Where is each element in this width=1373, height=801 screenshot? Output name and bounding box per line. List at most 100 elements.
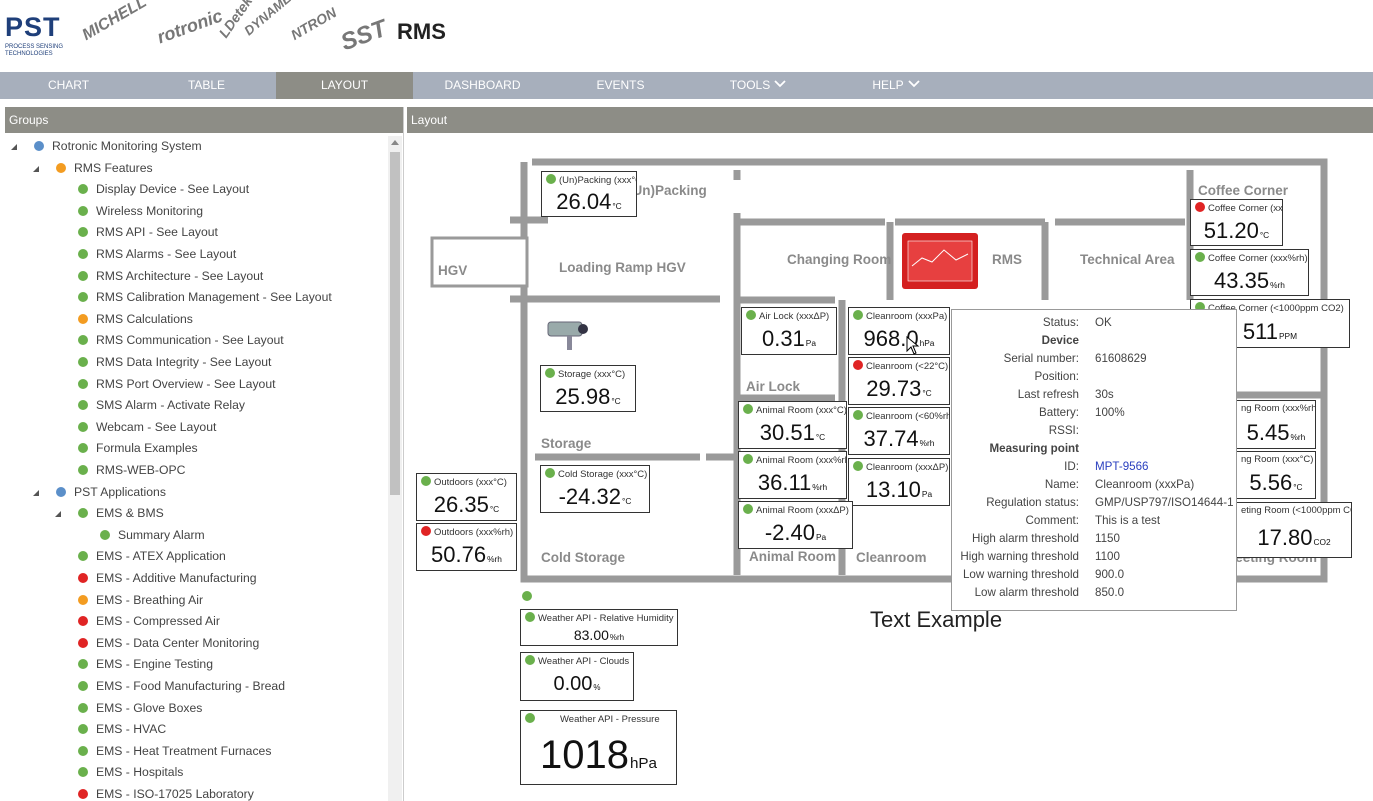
tree-item[interactable]: EMS - ATEX Application bbox=[78, 546, 226, 566]
tree-item[interactable]: EMS - Hospitals bbox=[78, 762, 183, 782]
scroll-thumb[interactable] bbox=[390, 152, 400, 495]
expand-toggle[interactable] bbox=[55, 511, 61, 518]
tree-item[interactable]: Rotronic Monitoring System bbox=[34, 136, 202, 156]
value: 26.35 bbox=[433, 492, 489, 517]
tree-item[interactable]: SMS Alarm - Activate Relay bbox=[78, 395, 245, 415]
tree-item[interactable]: Summary Alarm bbox=[100, 525, 205, 545]
expand-toggle[interactable] bbox=[33, 489, 39, 496]
widget[interactable]: Coffee Corner (xxx°C)51.20°C bbox=[1190, 199, 1283, 246]
value: 83.00 bbox=[573, 627, 609, 643]
tree-item[interactable]: EMS - Breathing Air bbox=[78, 590, 203, 610]
status-dot bbox=[525, 655, 535, 665]
tree-item[interactable]: EMS - Compressed Air bbox=[78, 611, 220, 631]
tree-item[interactable]: Formula Examples bbox=[78, 438, 198, 458]
value: 43.35 bbox=[1214, 268, 1270, 293]
status-dot bbox=[522, 591, 532, 601]
tree-item[interactable]: RMS Port Overview - See Layout bbox=[78, 374, 276, 394]
tree-item[interactable]: RMS-WEB-OPC bbox=[78, 460, 185, 480]
tree-item[interactable]: EMS - HVAC bbox=[78, 719, 166, 739]
widget[interactable]: Outdoors (xxx%rh) 50.76%rh bbox=[416, 523, 517, 571]
widget[interactable]: Animal Room (xxxΔP) -2.40Pa bbox=[738, 501, 853, 549]
value: 29.73 bbox=[866, 376, 922, 401]
tree-label: EMS - Hospitals bbox=[96, 765, 184, 780]
tree-item[interactable]: Wireless Monitoring bbox=[78, 201, 203, 221]
status-dot bbox=[78, 335, 88, 346]
scrollbar[interactable] bbox=[388, 136, 402, 801]
tree-label: EMS - Breathing Air bbox=[96, 592, 204, 607]
tree-item[interactable]: EMS & BMS bbox=[78, 503, 164, 523]
tree-item[interactable]: RMS Features bbox=[56, 158, 153, 178]
tree-label: Rotronic Monitoring System bbox=[52, 139, 202, 153]
widget[interactable]: Animal Room (xxx%rh 36.11%rh bbox=[738, 451, 847, 499]
widget[interactable]: Weather API - Relative Humidity 83.00%rh bbox=[520, 609, 678, 646]
status-dot bbox=[78, 184, 88, 195]
status-dot bbox=[78, 702, 88, 713]
widget-name: Storage (xxx°C) bbox=[558, 369, 626, 380]
nav-item[interactable]: HELP bbox=[828, 72, 965, 99]
widget[interactable]: Weather API - Clouds 0.00% bbox=[520, 652, 634, 701]
tree-item[interactable]: RMS Alarms - See Layout bbox=[78, 244, 236, 264]
nav-item[interactable]: DASHBOARD bbox=[414, 72, 551, 99]
widget[interactable]: ng Room (xxx°C) 5.56°C bbox=[1236, 451, 1316, 499]
status-dot bbox=[1195, 202, 1205, 212]
tree-item[interactable]: PST Applications bbox=[56, 482, 166, 502]
nav-item[interactable]: LAYOUT bbox=[276, 72, 413, 99]
widget[interactable]: Weather API - Pressure 1018hPa bbox=[520, 710, 677, 785]
tree-item[interactable]: EMS - Additive Manufacturing bbox=[78, 568, 257, 588]
sidebar-title: Groups bbox=[5, 107, 403, 133]
widget[interactable]: Coffee Corner (xxx%rh) 43.35%rh bbox=[1190, 249, 1309, 296]
tree-item[interactable]: EMS - Data Center Monitoring bbox=[78, 633, 259, 653]
tree-item[interactable]: Webcam - See Layout bbox=[78, 417, 216, 437]
expand-toggle[interactable] bbox=[11, 144, 17, 150]
tooltip-row: High alarm threshold 1150 bbox=[952, 530, 1236, 548]
widget-name: ng Room (xxx%rh) bbox=[1241, 403, 1316, 414]
expand-toggle[interactable] bbox=[33, 165, 39, 172]
tree-item[interactable]: RMS Data Integrity - See Layout bbox=[78, 352, 271, 372]
tree-label: RMS Architecture - See Layout bbox=[96, 268, 264, 283]
tree-item[interactable]: RMS Calibration Management - See Layout bbox=[78, 287, 332, 307]
nav-item[interactable]: CHART bbox=[0, 72, 137, 99]
widget[interactable]: Cleanroom (xxxPa) 968.0hPa bbox=[848, 307, 950, 355]
nav-item[interactable]: EVENTS bbox=[552, 72, 689, 99]
tooltip-label: Status: bbox=[1042, 316, 1079, 329]
nav-item[interactable]: TABLE bbox=[138, 72, 275, 99]
tree-item[interactable]: RMS Architecture - See Layout bbox=[78, 266, 263, 286]
camera-icon bbox=[547, 321, 588, 350]
tree-item[interactable]: EMS - Heat Treatment Furnaces bbox=[78, 741, 271, 761]
widget-value: 83.00%rh bbox=[521, 624, 677, 645]
widget[interactable]: ng Room (xxx%rh) 5.45%rh bbox=[1236, 400, 1316, 449]
widget[interactable]: (Un)Packing (xxx°C) 26.04°C bbox=[541, 171, 637, 217]
status-dot bbox=[78, 767, 88, 778]
tree-item[interactable]: EMS - Food Manufacturing - Bread bbox=[78, 676, 285, 696]
tree-item[interactable]: RMS Communication - See Layout bbox=[78, 330, 284, 350]
widget[interactable]: Air Lock (xxxΔP) 0.31Pa bbox=[741, 307, 837, 355]
tooltip-link[interactable]: MPT-9566 bbox=[1095, 460, 1149, 473]
widget[interactable]: Outdoors (xxx°C) 26.35°C bbox=[416, 473, 517, 521]
widget-value: -2.40Pa bbox=[739, 516, 852, 548]
tree-item[interactable]: EMS - Glove Boxes bbox=[78, 698, 202, 718]
tree-item[interactable]: RMS API - See Layout bbox=[78, 222, 218, 242]
widget[interactable]: Cleanroom (<22°C) 29.73°C bbox=[848, 357, 950, 405]
widget[interactable]: Storage (xxx°C) 25.98°C bbox=[540, 365, 636, 412]
nav-item[interactable]: TOOLS bbox=[690, 72, 827, 99]
widget-name: Coffee Corner (<1000ppm CO2) bbox=[1208, 303, 1344, 314]
room-label: (Un)Packing bbox=[628, 183, 707, 198]
tree-item[interactable]: RMS Calculations bbox=[78, 309, 193, 329]
value: -2.40 bbox=[764, 520, 815, 545]
widget-title: Coffee Corner (xxx°C) bbox=[1191, 200, 1282, 214]
widget[interactable]: eting Room (<1000ppm CO2)17.80CO2 bbox=[1236, 502, 1352, 558]
widget[interactable]: Cleanroom (xxxΔP) 13.10Pa bbox=[848, 458, 950, 506]
widget-value: 0.00% bbox=[521, 667, 633, 700]
scroll-up[interactable] bbox=[391, 140, 399, 145]
widget[interactable]: Animal Room (xxx°C) 30.51°C bbox=[738, 401, 847, 449]
tree-item[interactable]: EMS - ISO-17025 Laboratory bbox=[78, 784, 254, 801]
unit: % bbox=[593, 683, 601, 692]
nav-label: CHART bbox=[47, 78, 90, 92]
tree-item[interactable]: Display Device - See Layout bbox=[78, 179, 249, 199]
widget-title: Weather API - Clouds bbox=[521, 653, 633, 667]
widget[interactable]: Cold Storage (xxx°C) -24.32°C bbox=[540, 465, 650, 513]
widget[interactable]: Cleanroom (<60%rh 37.74%rh bbox=[848, 407, 950, 455]
tree-item[interactable]: EMS - Engine Testing bbox=[78, 654, 213, 674]
tree-label: RMS Data Integrity - See Layout bbox=[96, 355, 272, 369]
status-dot bbox=[78, 724, 88, 735]
